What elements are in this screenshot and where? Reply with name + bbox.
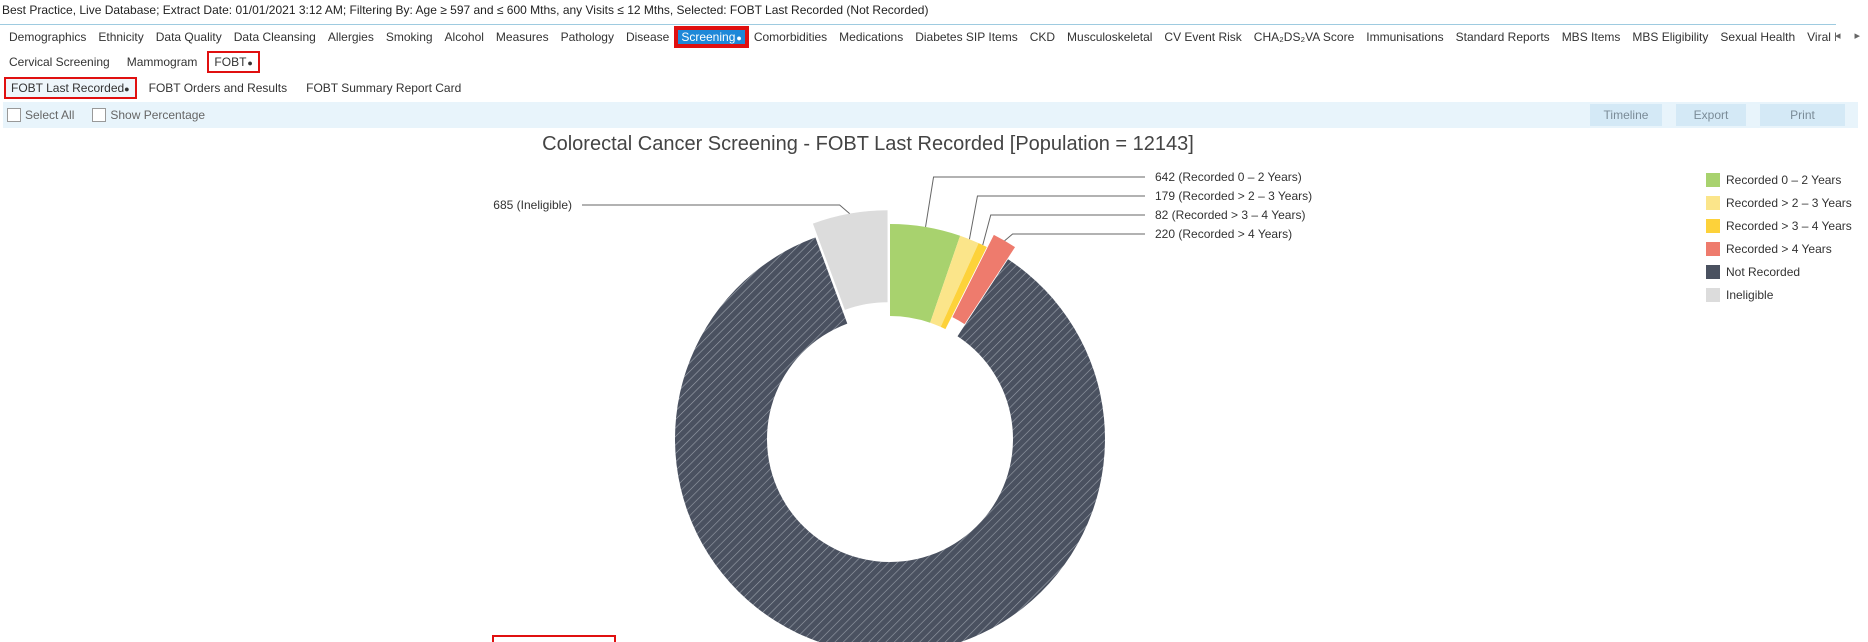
data-label: 10335 (Not Recorded) [493,640,612,642]
tab-fobt-last-recorded-label: FOBT Last Recorded [11,81,125,95]
tab-alcohol[interactable]: Alcohol [444,30,484,44]
tab-standard-reports[interactable]: Standard Reports [1455,30,1550,44]
show-percentage-checkbox[interactable]: Show Percentage [92,108,205,122]
main-tab-bar: Demographics Ethnicity Data Quality Data Cl… [0,26,1836,48]
tab-screening-label: Screening [681,30,736,44]
legend-label: Recorded > 3 – 4 Years [1726,218,1852,233]
tab-smoking[interactable]: Smoking [385,30,433,44]
slice-recorded-3-4-years[interactable] [940,243,987,330]
show-percentage-label: Show Percentage [110,108,206,122]
slice-recorded-2-3-years[interactable] [930,235,979,327]
legend-swatch [1706,218,1720,233]
legend-item[interactable]: Recorded 0 – 2 Years [1706,168,1852,191]
data-label: 82 (Recorded > 3 – 4 Years) [1155,208,1305,222]
tab-viral-h[interactable]: Viral H [1807,30,1836,44]
leader-line [582,204,850,214]
tab-diabetes-sip-items[interactable]: Diabetes SIP Items [915,30,1018,44]
tab-data-cleansing[interactable]: Data Cleansing [233,30,316,44]
tab-ckd[interactable]: CKD [1029,30,1056,44]
tab-cervical-screening[interactable]: Cervical Screening [9,55,110,69]
tab-fobt[interactable]: FOBT● [207,51,260,73]
legend-item[interactable]: Ineligible [1706,283,1852,306]
legend-item[interactable]: Not Recorded [1706,260,1852,283]
data-label: 220 (Recorded > 4 Years) [1155,227,1292,241]
tab-data-quality[interactable]: Data Quality [155,30,222,44]
slice-recorded-4-years[interactable] [952,234,1016,325]
active-dot-icon: ● [736,33,742,43]
scroll-left-icon[interactable]: ◂ [1834,30,1841,42]
legend-label: Recorded > 2 – 3 Years [1726,195,1852,210]
legend-swatch [1706,172,1720,187]
legend-swatch [1706,287,1720,302]
active-dot-icon: ● [247,58,253,68]
tab-medications[interactable]: Medications [839,30,904,44]
legend-item[interactable]: Recorded > 3 – 4 Years [1706,214,1852,237]
legend-label: Ineligible [1726,287,1774,302]
select-all-checkbox[interactable]: Select All [7,108,74,122]
status-bar: Best Practice, Live Database; Extract Da… [2,3,929,17]
fobt-tab-bar: FOBT Last Recorded● FOBT Orders and Resu… [0,77,469,99]
data-label: 179 (Recorded > 2 – 3 Years) [1155,189,1312,203]
tab-screening[interactable]: Screening● [674,26,749,48]
tab-ethnicity[interactable]: Ethnicity [98,30,144,44]
slice-not-recorded[interactable] [675,237,1105,642]
tab-allergies[interactable]: Allergies [327,30,374,44]
scroll-right-icon[interactable]: ▸ [1854,30,1860,42]
slice-recorded-0-2-years[interactable] [890,224,961,323]
print-button[interactable]: Print [1760,104,1845,126]
legend-label: Recorded 0 – 2 Years [1726,172,1842,187]
tab-immunisations[interactable]: Immunisations [1366,30,1444,44]
data-label: 642 (Recorded 0 – 2 Years) [1155,170,1302,184]
toolbar: Select All Show Percentage Timeline Expo… [3,102,1858,128]
active-dot-icon: ● [124,84,130,94]
tab-fobt-summary-report[interactable]: FOBT Summary Report Card [306,81,462,95]
leader-line [925,176,1145,228]
export-button[interactable]: Export [1676,104,1746,126]
chart-legend: Recorded 0 – 2 Years Recorded > 2 – 3 Yea… [1706,168,1852,306]
leader-line [968,195,1145,240]
tab-mbs-eligibility[interactable]: MBS Eligibility [1632,30,1709,44]
leader-line [982,214,1145,246]
tab-measures[interactable]: Measures [495,30,549,44]
tab-mammogram[interactable]: Mammogram [126,55,198,69]
tab-fobt-last-recorded[interactable]: FOBT Last Recorded● [4,77,137,99]
select-all-label: Select All [25,108,75,122]
tab-cv-event-risk[interactable]: CV Event Risk [1164,30,1242,44]
data-label: 685 (Ineligible) [493,198,572,212]
tab-pathology[interactable]: Pathology [560,30,614,44]
legend-swatch [1706,264,1720,279]
timeline-button[interactable]: Timeline [1590,104,1662,126]
legend-label: Recorded > 4 Years [1726,241,1832,256]
legend-item[interactable]: Recorded > 4 Years [1706,237,1852,260]
tab-fobt-label: FOBT [214,55,247,69]
checkbox-icon [92,108,107,122]
legend-swatch [1706,241,1720,256]
tab-sexual-health[interactable]: Sexual Health [1720,30,1796,44]
tab-musculoskeletal[interactable]: Musculoskeletal [1067,30,1153,44]
legend-label: Not Recorded [1726,264,1801,279]
divider [0,24,1836,25]
chart-title: Colorectal Cancer Screening - FOBT Last … [542,133,1194,155]
slice-ineligible[interactable] [812,210,888,310]
leader-line [1004,233,1145,242]
tab-cha-ds-va-score[interactable]: CHA₂DS₂VA Score [1253,30,1355,44]
tab-disease[interactable]: Disease [625,30,670,44]
checkbox-icon [7,108,21,122]
tab-comorbidities[interactable]: Comorbidities [753,30,828,44]
tab-fobt-orders-results[interactable]: FOBT Orders and Results [148,81,288,95]
legend-item[interactable]: Recorded > 2 – 3 Years [1706,191,1852,214]
highlight-box [492,635,616,642]
screening-tab-bar: Cervical Screening Mammogram FOBT● [0,51,260,73]
tab-mbs-items[interactable]: MBS Items [1561,30,1621,44]
legend-swatch [1706,195,1720,210]
tab-scroll-arrows: ◂ ▸ [1835,29,1868,42]
tab-demographics[interactable]: Demographics [9,30,87,44]
